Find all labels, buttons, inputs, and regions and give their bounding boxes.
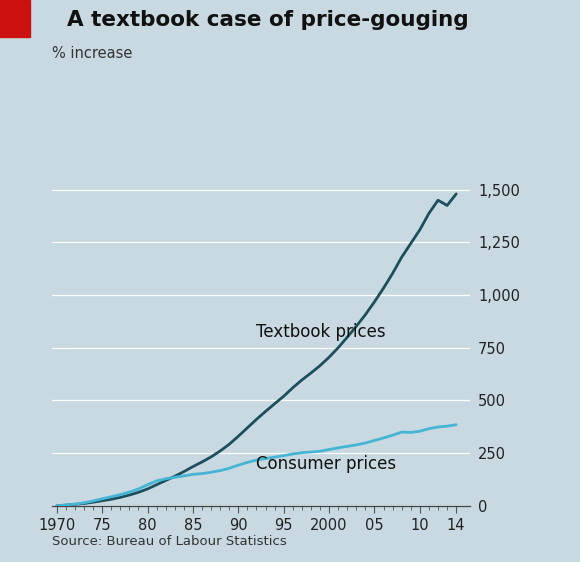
Text: Consumer prices: Consumer prices	[256, 455, 397, 473]
Text: A textbook case of price-gouging: A textbook case of price-gouging	[67, 10, 468, 30]
Text: Source: Bureau of Labour Statistics: Source: Bureau of Labour Statistics	[52, 535, 287, 548]
Text: Textbook prices: Textbook prices	[256, 323, 386, 342]
Text: % increase: % increase	[52, 46, 133, 61]
